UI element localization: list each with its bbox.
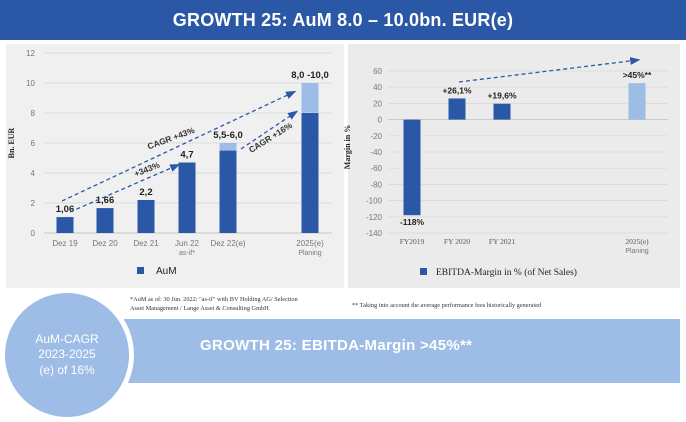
ebitda-chart-panel (348, 44, 680, 288)
aum-footnote-line1: *AuM as of: 30 Jun. 2022: "as-if" with B… (130, 296, 298, 303)
bar (301, 113, 319, 233)
x-tick-label: 2025(e) (296, 239, 324, 248)
y-tick-label: 6 (31, 139, 36, 148)
y-axis-title: Margin in % (343, 125, 352, 169)
data-label: 4,7 (180, 150, 193, 161)
trend-arrow (458, 57, 641, 83)
y-tick-label: 20 (373, 99, 382, 108)
data-label: 2,2 (139, 187, 152, 198)
x-tick-sublabel: Planing (298, 250, 321, 257)
x-tick-sublabel: as-if* (179, 250, 195, 257)
ebitda-footnote: ** Taking into account the average perfo… (352, 302, 542, 309)
x-tick-label: Dez 22(e) (210, 239, 245, 248)
bar (403, 119, 421, 216)
y-tick-label: 10 (26, 79, 35, 88)
aum-footnote: *AuM as of: 30 Jun. 2022: "as-if" with B… (130, 296, 298, 313)
legend-label: EBITDA-Margin in % (of Net Sales) (436, 267, 577, 278)
bottom-banner (124, 319, 680, 383)
data-label: +19,6% (487, 91, 517, 101)
bar-range-extension (301, 83, 319, 113)
aum-cagr-badge: AuM-CAGR 2023-2025 (e) of 16% (0, 288, 134, 422)
bottom-banner-title: GROWTH 25: EBITDA-Margin >45%** (200, 337, 473, 354)
bar (178, 162, 196, 233)
bar-range-extension (219, 143, 237, 151)
x-tick-label: FY 2020 (444, 237, 470, 246)
x-tick-label: 2025(e) (625, 237, 649, 246)
bar (219, 150, 237, 233)
y-tick-label: -20 (370, 132, 382, 141)
y-tick-label: 4 (31, 169, 36, 178)
y-tick-label: -140 (366, 229, 383, 238)
y-tick-label: 40 (373, 83, 382, 92)
growth-343-label: +343% (133, 159, 162, 178)
data-label: 8,0 -10,0 (291, 70, 329, 81)
y-tick-label: 60 (373, 67, 382, 76)
x-tick-label: FY2019 (400, 237, 425, 246)
y-tick-label: -100 (366, 197, 383, 206)
cagr-43-arrow (61, 90, 297, 202)
x-tick-label: FY 2021 (489, 237, 515, 246)
data-label: 1,06 (56, 204, 75, 215)
legend-swatch (420, 268, 427, 275)
data-label: +26,1% (442, 85, 472, 95)
y-tick-label: -40 (370, 148, 382, 157)
bar (56, 217, 74, 233)
bar (493, 103, 511, 120)
y-tick-label: -80 (370, 180, 382, 189)
y-tick-label: 12 (26, 49, 35, 58)
badge-line2: 2023-2025 (38, 347, 96, 362)
bar (137, 200, 155, 233)
data-label: 5,5-6,0 (213, 130, 243, 141)
page-title: GROWTH 25: AuM 8.0 – 10.0bn. EUR(e) (0, 0, 686, 40)
badge-line1: AuM-CAGR (35, 331, 99, 346)
bar (628, 83, 646, 120)
x-tick-sublabel: Planing (625, 248, 648, 255)
legend-swatch (137, 267, 144, 274)
cagr-43-label: CAGR +43% (146, 125, 196, 151)
x-tick-label: Dez 20 (92, 239, 118, 248)
growth-343-arrow (69, 163, 181, 213)
x-tick-label: Jun 22 (175, 239, 200, 248)
bar (96, 208, 114, 233)
y-tick-label: 0 (378, 116, 383, 125)
legend-label: AuM (156, 266, 177, 277)
y-tick-label: 8 (31, 109, 36, 118)
y-tick-label: 2 (31, 199, 36, 208)
bar (448, 98, 466, 120)
x-tick-label: Dez 21 (133, 239, 159, 248)
x-tick-label: Dez 19 (52, 239, 78, 248)
cagr-16-label: CAGR +16% (247, 120, 295, 155)
aum-footnote-line2: Asset Management / Lange Asset & Consult… (130, 304, 271, 312)
y-tick-label: -120 (366, 213, 383, 222)
y-axis-title: Bn. EUR (7, 127, 16, 158)
data-label: -118% (400, 217, 425, 227)
y-tick-label: 0 (31, 229, 36, 238)
y-tick-label: -60 (370, 164, 382, 173)
charts-canvas: 0 2 4 6 8 10 12 Bn. EUR 1,06 Dez 19 1,66 Dez 20 2,2 D… (7, 49, 668, 278)
data-label: 1,66 (96, 195, 115, 206)
data-label: >45%** (623, 70, 652, 80)
badge-line3: (e) of 16% (39, 362, 95, 377)
